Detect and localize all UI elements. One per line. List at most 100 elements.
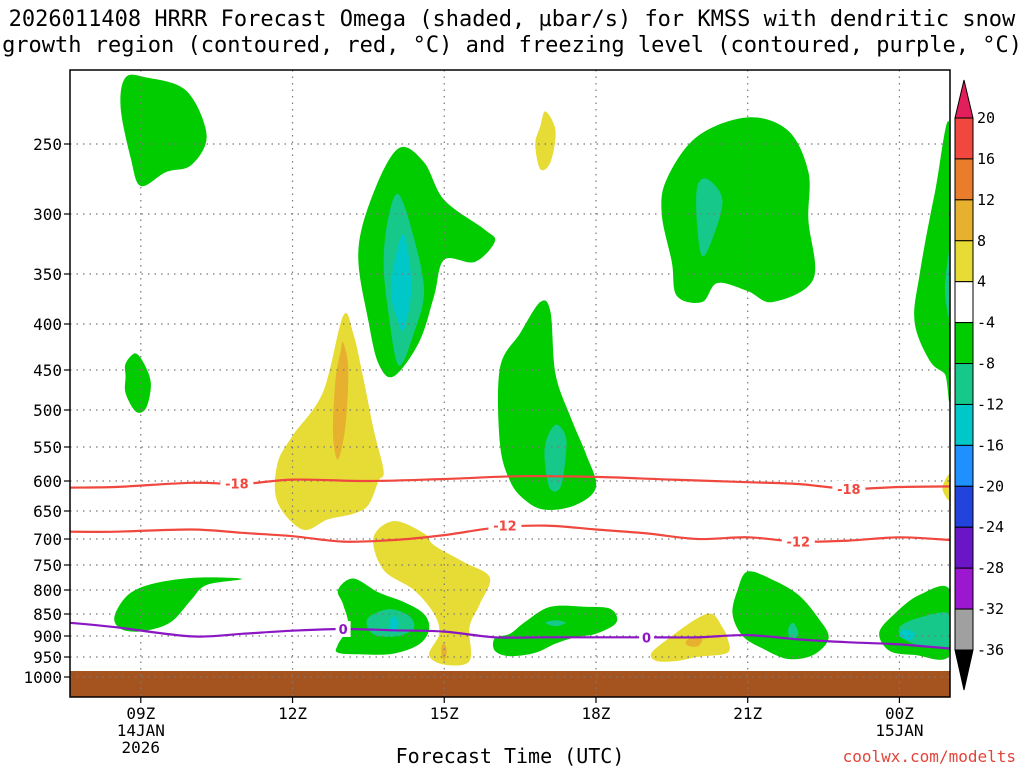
omega-region-7	[696, 178, 723, 257]
x-axis-label: Forecast Time (UTC)	[395, 744, 625, 768]
x-tick-label-24-0: 00Z	[885, 704, 914, 723]
colorbar-label-4: 4	[977, 273, 986, 291]
plot-frame	[69, 69, 951, 698]
omega-region-23	[545, 620, 566, 627]
omega-region-25	[788, 622, 799, 641]
x-tick-label-9-2: 2026	[122, 738, 161, 757]
colorbar-label-7: -12	[977, 395, 1004, 413]
chart-title-line-1: 2026011408 HRRR Forecast Omega (shaded, …	[8, 7, 1016, 32]
colorbar-segment-5	[954, 281, 974, 324]
colorbar-label-2: 12	[977, 191, 995, 209]
colorbar-segment-7	[954, 363, 974, 405]
credit-link[interactable]: coolwx.com/modelts	[842, 747, 1016, 766]
y-tick-label-600: 600	[33, 472, 62, 491]
colorbar-segment-10	[954, 485, 974, 528]
y-tick-label-550: 550	[33, 438, 62, 457]
contour-label-0-0: -18	[225, 477, 249, 492]
omega-region-15	[685, 636, 703, 647]
colorbar-label-9: -20	[977, 477, 1004, 495]
colorbar-label-5: -4	[977, 314, 995, 332]
contour-label-0-1: -18	[837, 483, 861, 498]
colorbar-label-1: 16	[977, 150, 995, 168]
y-tick-label-900: 900	[33, 627, 62, 646]
x-tick-label-9-0: 09Z	[126, 704, 155, 723]
x-tick-label-24-1: 15JAN	[875, 721, 923, 740]
colorbar-bottom-arrow	[954, 649, 974, 691]
colorbar-label-0: 20	[977, 109, 995, 127]
contour-label-2-1: 0	[642, 631, 651, 646]
omega-region-10	[274, 312, 384, 531]
surface-ground-layer	[70, 671, 950, 697]
y-tick-label-500: 500	[33, 401, 62, 420]
y-tick-label-250: 250	[33, 135, 62, 154]
y-tick-label-650: 650	[33, 502, 62, 521]
y-tick-label-1000: 1000	[23, 668, 62, 687]
colorbar-segment-4	[954, 240, 974, 283]
colorbar-segment-3	[954, 199, 974, 242]
omega-region-0	[120, 74, 207, 187]
contour-label-bg-2-0	[335, 620, 351, 637]
x-tick-label-18-0: 18Z	[582, 704, 611, 723]
colorbar-segment-6	[954, 322, 974, 365]
contour-label-bg-1-0	[488, 517, 522, 534]
omega-region-9	[944, 249, 950, 321]
omega-region-3	[358, 146, 496, 378]
contour-label-1-1: -12	[787, 536, 811, 551]
x-tick-label-15-0: 15Z	[430, 704, 459, 723]
omega-region-11	[332, 341, 349, 460]
colorbar-segment-9	[954, 444, 974, 487]
omega-region-5	[391, 234, 412, 332]
contour-label-bg-0-0	[220, 475, 254, 492]
chart-title-line-2: growth region (contoured, red, °C) and f…	[2, 33, 1022, 58]
omega-region-1	[124, 353, 151, 413]
colorbar-segment-1	[954, 117, 974, 160]
omega-region-8	[914, 121, 950, 403]
contour-label-bg-1-1	[781, 533, 815, 550]
contour-line-2	[70, 621, 950, 650]
y-tick-label-950: 950	[33, 648, 62, 667]
contour-line-0	[70, 475, 950, 490]
omega-region-18	[114, 577, 243, 632]
y-tick-label-800: 800	[33, 581, 62, 600]
omega-region-17	[544, 424, 567, 492]
y-axis-ticks: 250 300 350 400 450 500 550 600 650 700 750 800 850 9…	[23, 135, 70, 687]
contour-label-1-0: -12	[493, 520, 517, 535]
omega-region-22	[492, 605, 618, 657]
colorbar-segment-2	[954, 158, 974, 201]
x-tick-label-9-1: 14JAN	[117, 721, 165, 740]
omega-region-6	[661, 117, 816, 303]
omega-region-13	[441, 643, 447, 662]
colorbar-label-3: 8	[977, 232, 986, 250]
contour-label-2-0: 0	[339, 623, 348, 638]
surface-band	[70, 671, 950, 697]
omega-region-24	[732, 571, 829, 660]
omega-region-21	[389, 616, 399, 633]
omega-region-2	[535, 111, 556, 171]
omega-region-16	[497, 300, 597, 510]
colorbar-label-11: -28	[977, 559, 1004, 577]
grid-layer	[70, 70, 950, 697]
colorbar-label-6: -8	[977, 355, 995, 373]
y-tick-label-400: 400	[33, 315, 62, 334]
y-tick-label-700: 700	[33, 530, 62, 549]
x-tick-label-12-0: 12Z	[278, 704, 307, 723]
colorbar-label-10: -24	[977, 518, 1004, 536]
y-tick-label-300: 300	[33, 205, 62, 224]
colorbar-segment-13	[954, 608, 974, 651]
contour-label-bg-0-1	[832, 480, 866, 497]
omega-shading-layer	[114, 74, 950, 666]
colorbar-segment-8	[954, 403, 974, 446]
colorbar-segment-11	[954, 526, 974, 569]
colorbar: 20 16 12 8 4 -4 -8 -12 -16 -20 -24 -28 -32 -36	[954, 79, 1004, 691]
contour-layer: -18 -18 -12 -12 0 0	[70, 475, 950, 650]
x-tick-label-21-0: 21Z	[733, 704, 762, 723]
y-tick-label-450: 450	[33, 361, 62, 380]
y-tick-label-350: 350	[33, 265, 62, 284]
colorbar-label-13: -36	[977, 641, 1004, 659]
contour-label-bg-2-1	[639, 629, 655, 646]
colorbar-top-arrow	[954, 79, 974, 119]
colorbar-label-8: -16	[977, 436, 1004, 454]
omega-region-12	[373, 521, 491, 666]
